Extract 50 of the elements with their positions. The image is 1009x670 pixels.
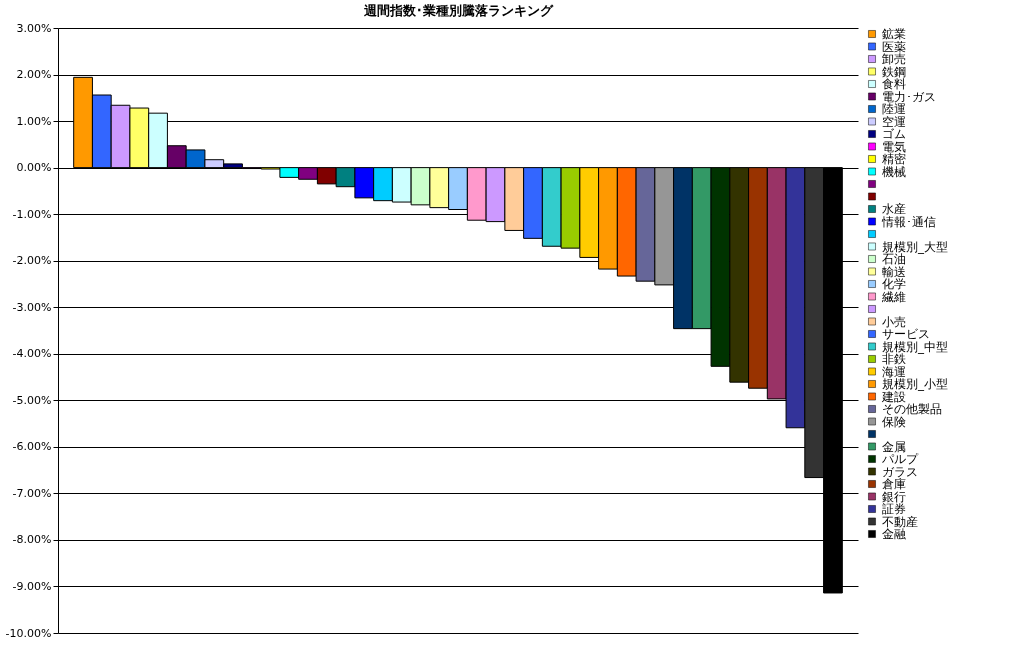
y-tick-label: -1.00% [12,207,52,221]
y-tick-label: -2.00% [12,254,52,268]
legend-label: 電力･ガス [882,89,936,104]
legend-label: 鉱業 [882,27,906,41]
y-tick-label: -4.00% [12,347,52,361]
y-tick-label: -10.00% [5,626,52,640]
legend-label: 陸運 [882,102,906,116]
y-tick-label: -6.00% [12,440,52,454]
legend-label: 精密 [882,152,906,166]
legend-label: 機械 [882,164,906,179]
legend-label: 水産 [882,202,906,216]
legend-label: 建設 [881,389,906,404]
y-tick-label: -5.00% [12,393,52,407]
legend-label: パルプ [881,452,919,466]
legend-label: ガラス [882,464,918,479]
legend-label: 銀行 [882,489,906,504]
y-tick-label: -9.00% [12,579,52,593]
legend-label: 空運 [882,114,906,129]
legend-label: 化学 [882,277,906,291]
legend-label: 鉄鋼 [882,64,906,79]
legend-label: 非鉄 [882,352,906,366]
legend-label: 海運 [882,364,906,379]
legend-label: 医薬 [882,39,906,54]
legend-label: ゴム [882,127,906,141]
legend-label: 保険 [882,414,906,429]
legend-label: 規模別_大型 [882,239,948,254]
legend-label: 倉庫 [882,477,906,491]
legend-label: サービス [882,327,930,341]
legend-label: 繊維 [881,289,906,304]
legend-label: 規模別_中型 [882,339,948,354]
legend-label: 小売 [882,314,906,329]
legend-label: 証券 [882,502,906,516]
legend-label: その他製品 [882,402,942,416]
y-tick-label: -8.00% [12,533,52,547]
legend-label: 卸売 [882,52,906,66]
legend-label: 石油 [882,252,906,266]
y-tick-label: 1.00% [16,114,52,128]
y-tick-label: 0.00% [16,161,52,175]
y-tick-label: 3.00% [16,21,52,35]
legend-label: 情報･通信 [881,214,936,229]
y-tick-label: -3.00% [12,300,52,314]
legend-label: 金属 [882,439,906,454]
legend-label: 規模別_小型 [882,377,948,391]
legend-label: 食料 [882,77,906,91]
legend-label: 不動産 [882,514,918,529]
legend-label: 金融 [882,527,906,541]
y-tick-label: -7.00% [12,486,52,500]
y-tick-label: 2.00% [16,68,52,82]
chart-title: 週間指数･業種別騰落ランキング [362,3,554,18]
legend-label: 輸送 [882,264,906,279]
